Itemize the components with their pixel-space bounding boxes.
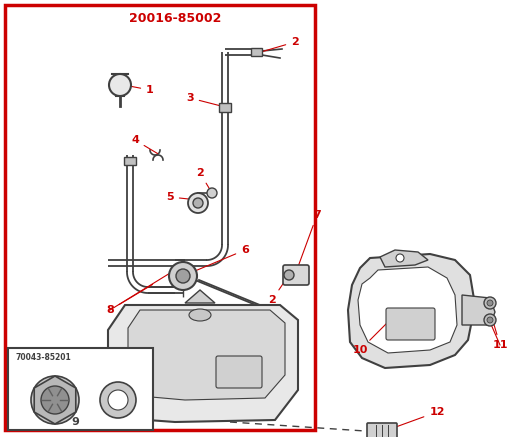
- Text: 3: 3: [186, 93, 222, 106]
- FancyBboxPatch shape: [216, 356, 262, 388]
- Circle shape: [396, 254, 404, 262]
- Circle shape: [41, 386, 69, 414]
- Circle shape: [484, 297, 496, 309]
- Text: 10: 10: [352, 317, 393, 355]
- FancyBboxPatch shape: [124, 157, 136, 165]
- Polygon shape: [462, 295, 495, 325]
- Text: 2: 2: [268, 277, 287, 305]
- Circle shape: [176, 269, 190, 283]
- FancyBboxPatch shape: [386, 308, 435, 340]
- FancyBboxPatch shape: [219, 103, 231, 112]
- Circle shape: [169, 262, 197, 290]
- Circle shape: [207, 188, 217, 198]
- Ellipse shape: [189, 309, 211, 321]
- Text: 9: 9: [71, 417, 79, 427]
- Text: 5: 5: [166, 192, 195, 202]
- FancyBboxPatch shape: [367, 423, 397, 437]
- Text: 7: 7: [296, 210, 321, 272]
- Circle shape: [100, 382, 136, 418]
- FancyBboxPatch shape: [251, 48, 262, 56]
- Circle shape: [109, 74, 131, 96]
- Text: 70043-85201: 70043-85201: [15, 353, 71, 362]
- Circle shape: [284, 270, 294, 280]
- Text: 1: 1: [127, 85, 154, 95]
- Circle shape: [484, 314, 496, 326]
- Polygon shape: [128, 310, 285, 400]
- Text: 2: 2: [256, 37, 299, 53]
- Text: 6: 6: [185, 245, 249, 275]
- Polygon shape: [348, 254, 475, 368]
- Circle shape: [108, 390, 128, 410]
- Text: 8: 8: [106, 284, 152, 315]
- FancyBboxPatch shape: [283, 265, 309, 285]
- Polygon shape: [358, 267, 457, 353]
- Polygon shape: [380, 250, 428, 267]
- Polygon shape: [108, 305, 298, 422]
- Text: 4: 4: [131, 135, 158, 153]
- Ellipse shape: [109, 356, 131, 388]
- Text: 20016-85002: 20016-85002: [129, 11, 221, 24]
- Circle shape: [31, 376, 79, 424]
- Text: 12: 12: [384, 407, 445, 431]
- Polygon shape: [34, 376, 76, 424]
- Circle shape: [193, 198, 203, 208]
- Circle shape: [188, 193, 208, 213]
- Circle shape: [487, 300, 493, 306]
- FancyBboxPatch shape: [8, 348, 153, 430]
- Text: 2: 2: [196, 168, 211, 191]
- FancyBboxPatch shape: [5, 5, 315, 430]
- Polygon shape: [185, 290, 215, 303]
- Text: 11: 11: [491, 314, 508, 350]
- Ellipse shape: [106, 353, 134, 391]
- Circle shape: [487, 317, 493, 323]
